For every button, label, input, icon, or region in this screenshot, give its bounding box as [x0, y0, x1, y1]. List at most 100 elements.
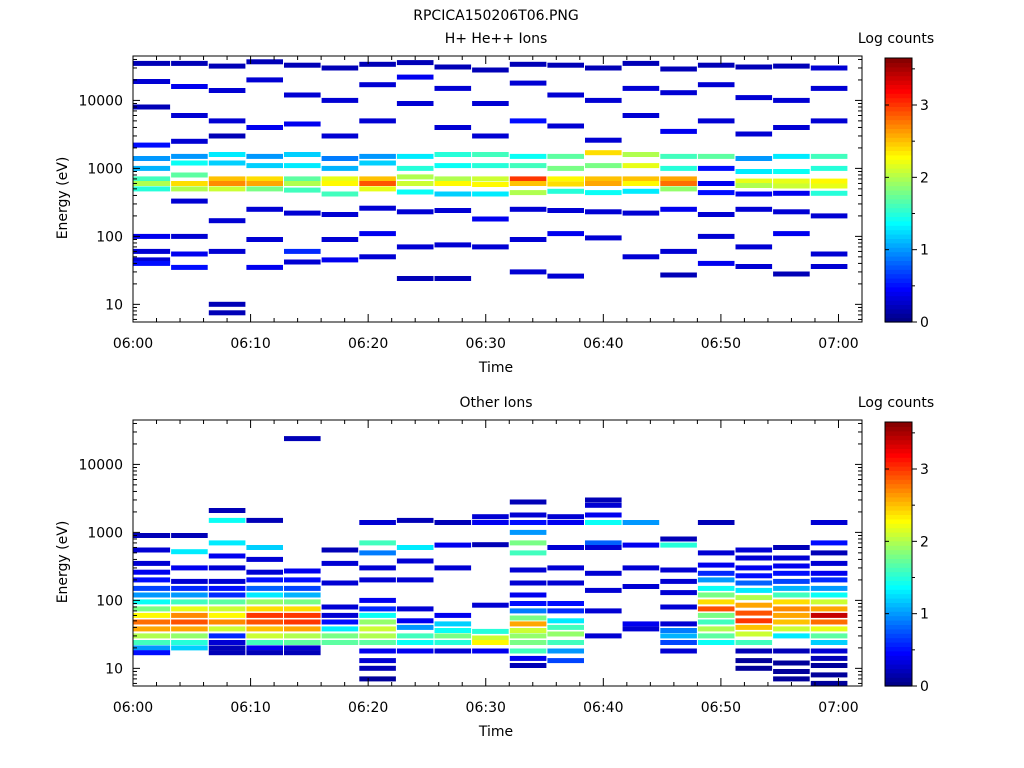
heatmap-cell: [509, 499, 547, 505]
heatmap-cell: [810, 65, 848, 71]
heatmap-cell: [208, 585, 246, 591]
heatmap-cell: [359, 205, 396, 211]
colorbar-segment: [885, 128, 912, 134]
colorbar-segment: [885, 234, 912, 239]
heatmap-cell: [321, 237, 359, 242]
heatmap-cell: [773, 190, 810, 196]
heatmap-cell: [509, 592, 547, 598]
heatmap-cell: [660, 186, 697, 192]
heatmap-cell: [133, 633, 171, 639]
heatmap-cell: [284, 633, 321, 639]
heatmap-cell: [208, 626, 246, 632]
heatmap-cell: [359, 153, 396, 159]
heatmap-cell: [396, 640, 434, 645]
heatmap-cell: [735, 565, 773, 571]
heatmap-cell: [396, 517, 434, 523]
heatmap-cell: [660, 633, 697, 639]
colorbar-segment: [885, 637, 912, 643]
heatmap-cell: [697, 520, 735, 525]
heatmap-cell: [585, 545, 622, 550]
heatmap-cell: [321, 133, 359, 139]
heatmap-cell: [622, 254, 660, 260]
colorbar-segment: [885, 611, 912, 617]
heatmap-cell: [735, 618, 773, 624]
heatmap-cell: [735, 665, 773, 671]
heatmap-cell: [133, 181, 171, 186]
heatmap-cell: [359, 181, 396, 186]
colorbar-segment: [885, 313, 912, 319]
heatmap-cell: [284, 645, 321, 651]
heatmap-cell: [396, 209, 434, 215]
x-tick-label: 07:00: [818, 700, 858, 716]
heatmap-cell: [735, 648, 773, 654]
colorbar-segment: [885, 461, 912, 467]
heatmap-cell: [773, 619, 810, 625]
colorbar-segment: [885, 452, 912, 458]
heatmap-cell: [509, 648, 547, 654]
x-tick-label: 06:00: [113, 336, 153, 352]
heatmap-cell: [246, 569, 283, 575]
x-tick-label: 06:40: [583, 700, 623, 716]
heatmap-cell: [773, 626, 810, 632]
colorbar-segment: [885, 501, 912, 507]
heatmap-cell: [171, 612, 208, 618]
heatmap-cell: [622, 176, 660, 182]
heatmap-cell: [133, 260, 171, 266]
heatmap-cell: [697, 181, 735, 186]
colorbar-segment: [885, 229, 912, 235]
colorbar-segment: [885, 106, 912, 112]
heatmap-cell: [434, 565, 472, 571]
heatmap-cell: [660, 578, 697, 584]
heatmap-cell: [810, 520, 848, 525]
heatmap-cell: [697, 260, 735, 266]
heatmap-cell: [735, 64, 773, 70]
colorbar-segment: [885, 269, 912, 275]
colorbar-segment: [885, 242, 912, 248]
colorbar-segment: [885, 606, 912, 612]
heatmap-cell: [509, 206, 547, 212]
heatmap-cell: [133, 599, 171, 605]
colorbar-tick-label: 3: [920, 462, 929, 478]
colorbar-segment: [885, 58, 912, 63]
colorbar-segment: [885, 672, 912, 678]
heatmap-cell: [622, 584, 660, 589]
heatmap-cell: [773, 209, 810, 215]
heatmap-cell: [509, 663, 547, 668]
heatmap-cell: [434, 640, 472, 645]
heatmap-cell: [359, 640, 396, 645]
colorbar-segment: [885, 571, 912, 577]
heatmap-cell: [284, 606, 321, 612]
heatmap-cell: [246, 77, 283, 83]
heatmap-cell: [773, 612, 810, 618]
heatmap-cell: [810, 599, 848, 605]
heatmap-cell: [509, 529, 547, 535]
heatmap-cell: [171, 251, 208, 257]
heatmap-cell: [697, 62, 735, 68]
heatmap-cell: [735, 640, 773, 645]
heatmap-cell: [321, 604, 359, 610]
heatmap-cell: [321, 626, 359, 632]
colorbar-segment: [885, 220, 912, 226]
colorbar-segment: [885, 300, 912, 305]
colorbar-tick-label: 1: [920, 243, 929, 259]
y-tick-label: 10: [105, 297, 123, 313]
heatmap-cell: [547, 565, 584, 571]
heatmap-cell: [284, 163, 321, 169]
heatmap-cell: [773, 169, 810, 174]
heatmap-cell: [547, 608, 584, 614]
heatmap-cell: [396, 244, 434, 250]
colorbar-segment: [885, 115, 912, 121]
heatmap-cell: [735, 573, 773, 579]
colorbar-segment: [885, 286, 912, 292]
colorbar-segment: [885, 664, 912, 669]
heatmap-cell: [622, 210, 660, 216]
colorbar-segment: [885, 216, 912, 222]
colorbar-label: Log counts: [858, 31, 934, 47]
heatmap-cell: [735, 183, 773, 188]
heatmap-cell: [359, 176, 396, 182]
y-axis-label: Energy (eV): [55, 157, 71, 240]
colorbar-segment: [885, 523, 912, 529]
y-tick-label: 10: [105, 661, 123, 677]
heatmap-cell: [246, 163, 283, 169]
colorbar-segment: [885, 247, 912, 253]
